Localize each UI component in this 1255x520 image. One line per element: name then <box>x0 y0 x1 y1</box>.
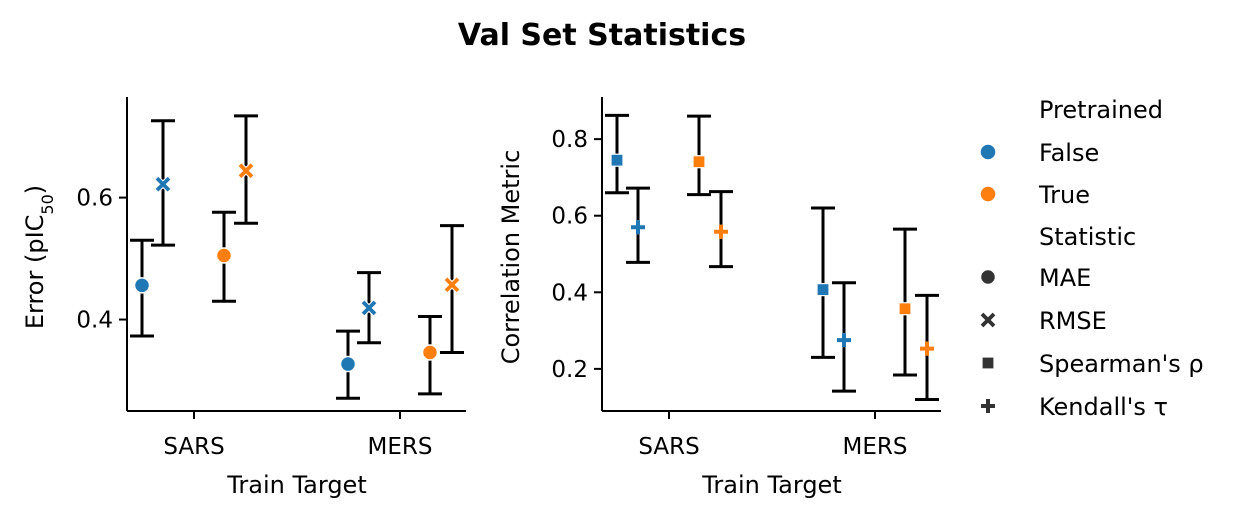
correlation-y-ticks: 0.2 0.4 0.6 0.8 <box>551 127 602 383</box>
error-x-ticks: SARS MERS <box>163 411 432 460</box>
legend-hue-title: Pretrained <box>1039 96 1163 124</box>
correlation-y-tick-label: 0.4 <box>551 280 588 306</box>
error-rmse-pretrained-point <box>443 276 461 293</box>
error-rmse-baseline-point <box>360 299 378 317</box>
correlation-y-tick-label: 0.2 <box>551 357 588 383</box>
correlation-spearman-s-pretrained-point <box>898 302 912 316</box>
legend: Pretrained Statistic False True MAE RMSE Spe… <box>979 96 1204 421</box>
error-mae-pretrained-point <box>421 344 439 361</box>
legend-label-true: True <box>1038 181 1090 209</box>
legend-style-title: Statistic <box>1039 223 1136 251</box>
correlation-x-ticks: SARS MERS <box>638 411 907 460</box>
correlation-kendall-s-pretrained-point-stroke <box>714 224 728 239</box>
error-mae-pretrained-point <box>215 247 233 264</box>
figure-title: Val Set Statistics <box>458 18 746 53</box>
error-mae-baseline-point <box>339 355 357 373</box>
error-x-axis-label: Train Target <box>226 471 366 499</box>
legend-marker-rmse <box>979 311 997 329</box>
error-panel: 0.4 0.6 SARS MERS Train Target Error (pIC5… <box>21 97 466 499</box>
legend-marker-kendall-s-stroke <box>981 399 995 413</box>
error-x-tick-label: MERS <box>368 434 433 460</box>
error-data-marks <box>130 114 464 400</box>
legend-label-mae: MAE <box>1039 264 1091 292</box>
legend-label-false: False <box>1039 139 1099 167</box>
correlation-x-axis-label: Train Target <box>701 471 841 499</box>
error-y-tick-label: 0.6 <box>76 186 113 212</box>
legend-label-spearman-s: Spearman's ρ <box>1039 350 1204 378</box>
error-rmse-pretrained-point-stroke <box>238 163 254 179</box>
correlation-panel: 0.2 0.4 0.6 0.8 SARS MERS Train Target Corre… <box>497 97 941 499</box>
correlation-kendall-s-baseline-point <box>837 333 851 348</box>
error-y-ticks: 0.4 0.6 <box>76 186 127 334</box>
correlation-kendall-s-pretrained-point <box>920 341 934 356</box>
legend-marker-rmse-stroke <box>980 312 996 328</box>
legend-marker-kendall-s <box>981 399 995 413</box>
correlation-y-axis-label: Correlation Metric <box>497 150 525 365</box>
correlation-data-marks <box>605 113 939 402</box>
correlation-kendall-s-baseline-point <box>631 220 645 235</box>
error-rmse-baseline-point <box>154 176 172 193</box>
correlation-x-tick-label: SARS <box>638 434 699 460</box>
legend-marker-spearman-s <box>981 356 995 370</box>
error-x-tick-label: SARS <box>163 434 224 460</box>
error-rmse-pretrained-point <box>237 162 255 179</box>
error-rmse-baseline-point-stroke <box>361 300 377 316</box>
legend-marker-false <box>979 143 997 161</box>
error-y-tick-label: 0.4 <box>76 308 113 334</box>
correlation-spearman-s-pretrained-point <box>692 155 706 169</box>
error-rmse-baseline-point-stroke <box>155 176 171 192</box>
error-y-axis-label: Error (pIC50) <box>21 185 57 329</box>
legend-marker-true <box>979 185 997 203</box>
legend-label-kendall-s: Kendall's τ <box>1039 393 1168 421</box>
correlation-kendall-s-baseline-point-stroke <box>837 333 851 348</box>
correlation-kendall-s-pretrained-point-stroke <box>920 341 934 356</box>
correlation-kendall-s-pretrained-point <box>714 224 728 239</box>
legend-marker-mae <box>979 268 997 286</box>
error-rmse-pretrained-point-stroke <box>444 277 460 293</box>
correlation-y-tick-label: 0.6 <box>551 204 588 230</box>
error-mae-baseline-point <box>133 277 151 294</box>
correlation-x-tick-label: MERS <box>843 434 908 460</box>
correlation-spearman-s-baseline-point <box>610 153 624 167</box>
correlation-y-tick-label: 0.8 <box>551 127 588 153</box>
legend-label-rmse: RMSE <box>1039 307 1107 335</box>
correlation-kendall-s-baseline-point-stroke <box>631 220 645 235</box>
correlation-spearman-s-baseline-point <box>816 283 830 297</box>
